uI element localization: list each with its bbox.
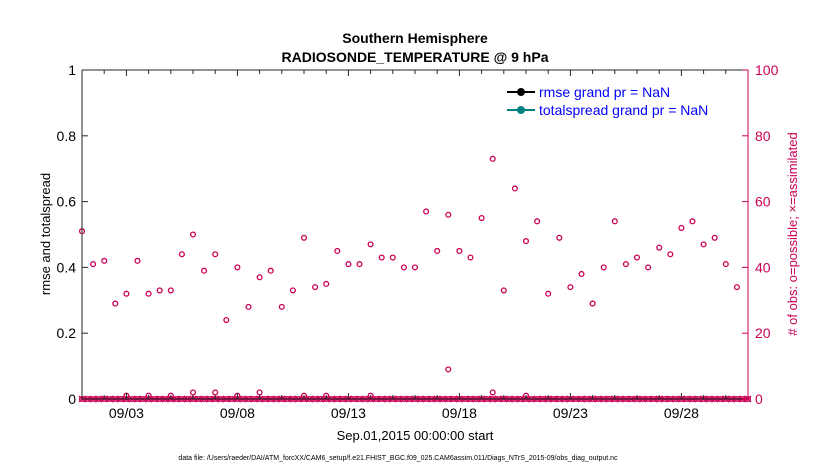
obs-possible-marker [478,215,485,222]
obs-possible-marker [323,280,330,287]
chart-title: Southern Hemisphere [342,30,488,46]
obs-possible-marker [345,261,352,268]
obs-possible-marker [234,264,241,271]
y-left-tick-label: 0.4 [57,259,77,275]
obs-possible-marker [489,389,496,396]
obs-possible-marker [534,218,541,225]
obs-possible-marker [700,241,707,248]
obs-possible-marker [334,247,341,255]
legend-label: totalspread grand pr = NaN [539,102,708,118]
plot-background [82,70,748,399]
obs-possible-marker [189,389,197,396]
x-tick-label: 09/08 [220,405,255,421]
obs-possible-marker [489,155,496,162]
obs-possible-marker [445,366,452,373]
obs-possible-marker [522,238,530,245]
y-left-tick-label: 0.6 [57,194,77,210]
y-right-tick-label: 0 [755,391,763,407]
obs-possible-marker [633,254,641,261]
obs-possible-marker [123,290,130,297]
obs-possible-marker [722,261,729,268]
obs-possible-marker [622,261,629,268]
obs-possible-marker [90,261,97,268]
obs-possible-marker [145,290,152,297]
y-right-tick-label: 40 [755,259,771,275]
obs-possible-marker [256,389,263,396]
obs-possible-marker [423,208,430,215]
obs-possible-marker [212,251,219,258]
y-right-tick-label: 80 [755,128,771,144]
obs-possible-marker [556,234,563,241]
obs-possible-marker [656,244,663,251]
x-tick-label: 09/13 [331,405,366,421]
axes: 0 0.2 0.4 0.6 0.8 1 0 20 40 60 80 100 09/03 09/08 09/1… [57,62,779,421]
y-axis-right-label: # of obs: o=possible; ×=assimilated [785,132,800,335]
obs-possible-marker [711,234,718,241]
obs-possible-marker [278,303,285,310]
obs-possible-marker [245,303,252,310]
obs-possible-marker [467,254,474,261]
obs-possible-marker [667,251,674,258]
plot-area [82,70,748,399]
obs-possible-marker [689,218,696,225]
obs-possible-marker [567,284,574,291]
obs-possible-marker [733,284,740,291]
x-tick-label: 09/28 [664,405,699,421]
y-right-tick-label: 100 [755,62,779,78]
y-left-tick-label: 0.8 [57,128,77,144]
obs-possible-marker [645,264,652,271]
x-axis-label: Sep.01,2015 00:00:00 start [337,428,494,443]
obs-possible-marker [545,290,552,297]
legend-marker [517,88,525,96]
obs-possible-marker [289,287,296,294]
y-right-tick-label: 60 [755,194,771,210]
obs-possible-marker [434,247,441,255]
y-axis-left-label: rmse and totalspread [38,173,53,295]
obs-possible-marker [134,257,141,264]
obs-possible-marker [156,287,163,294]
obs-possible-marker [189,231,197,238]
obs-possible-marker [256,274,263,281]
y-right-tick-label: 20 [755,325,771,341]
obs-possible-marker [678,224,685,231]
x-tick-label: 09/18 [442,405,477,421]
obs-possible-marker [212,389,219,396]
obs-possible-marker [445,211,452,218]
obs-possible-marker [223,316,230,324]
legend: rmse grand pr = NaN totalspread grand pr … [503,82,743,120]
obs-possible-marker [101,257,108,264]
y-left-tick-label: 0 [68,391,76,407]
obs-possible-marker [378,254,385,261]
obs-possible-marker [456,247,463,255]
data-file-footnote: data file: /Users/raeder/DAI/ATM_forcXX/… [178,455,618,462]
obs-possible-marker [267,267,274,274]
obs-possible-marker [167,287,174,294]
legend-label: rmse grand pr = NaN [539,84,670,100]
obs-possible-marker [500,287,507,294]
legend-entries: rmse grand pr = NaN totalspread grand pr … [507,84,708,118]
obs-possible-marker [411,264,419,271]
obs-possible-marker [589,300,596,307]
legend-marker [517,106,525,114]
obs-possible-marker [578,270,585,278]
x-tick-label: 09/03 [109,405,144,421]
obs-possible-marker [356,261,363,268]
obs-possible-marker [312,284,319,291]
obs-possible-marker [600,264,607,271]
obs-possible-marker [178,251,185,258]
obs-possible-marker [201,267,208,274]
obs-possible-marker [389,254,396,261]
y-left-tick-label: 0.2 [57,325,77,341]
obs-possible-marker [511,185,518,192]
y-left-tick-label: 1 [68,62,76,78]
obs-possible-marker [611,218,618,225]
legend-box [503,82,743,120]
obs-possible-marker [112,300,119,307]
obs-possible-marker [300,234,308,241]
obs-possible-marker [367,241,374,248]
x-tick-label: 09/23 [553,405,588,421]
chart-subtitle: RADIOSONDE_TEMPERATURE @ 9 hPa [282,49,549,65]
obs-possible-marker [400,264,407,271]
